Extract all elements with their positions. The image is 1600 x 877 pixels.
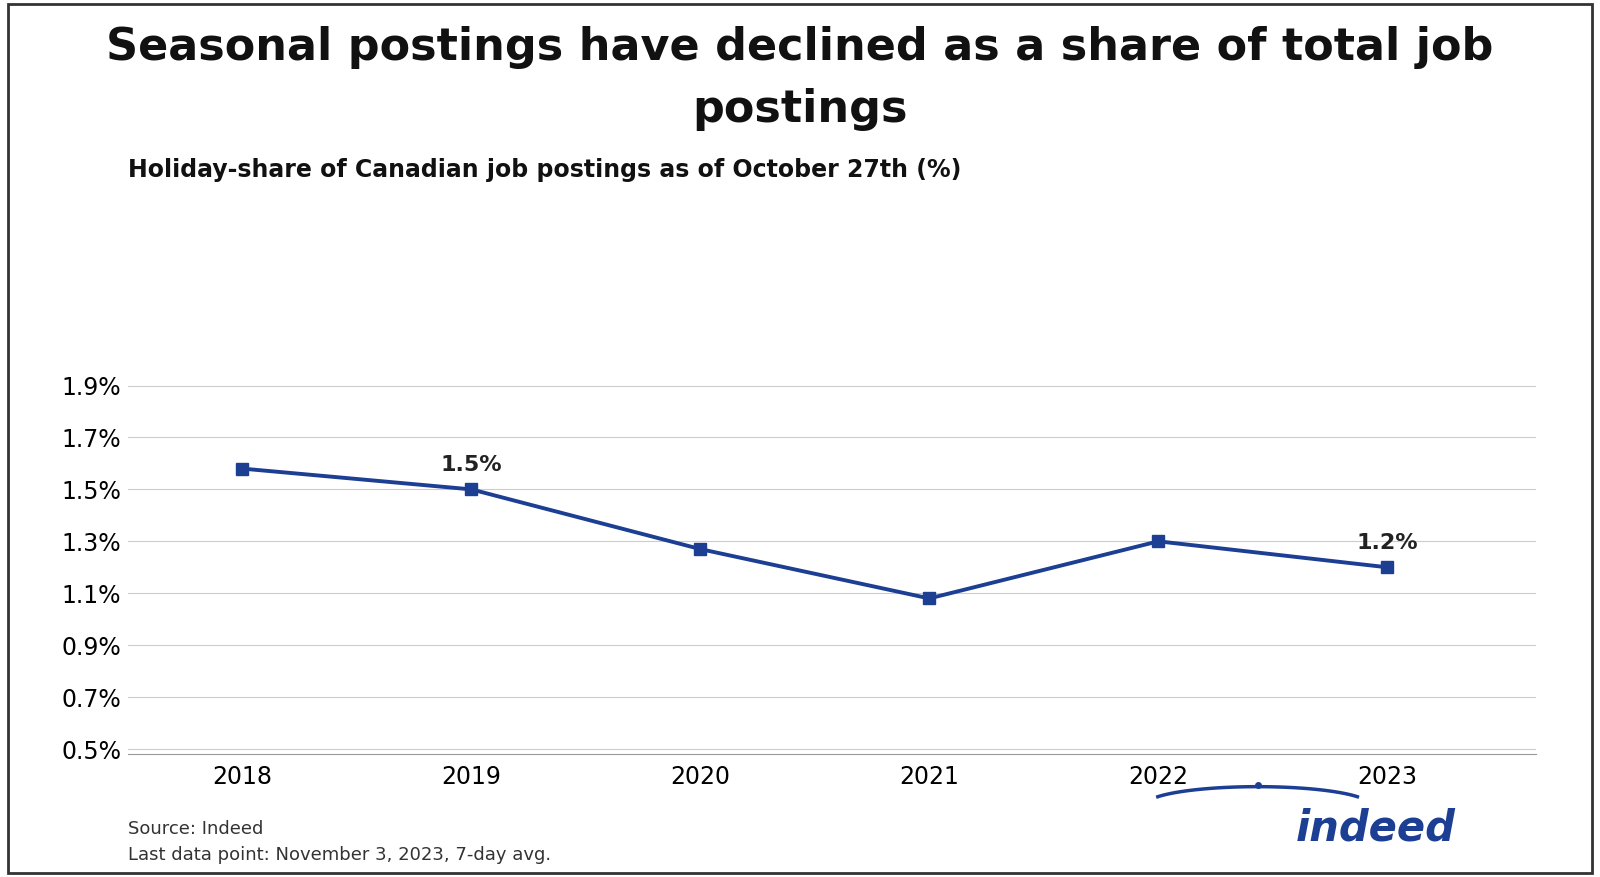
Text: Holiday-share of Canadian job postings as of October 27th (%): Holiday-share of Canadian job postings a…: [128, 158, 962, 182]
Text: postings: postings: [693, 88, 907, 131]
Text: indeed: indeed: [1296, 808, 1456, 850]
Text: Source: Indeed
Last data point: November 3, 2023, 7-day avg.: Source: Indeed Last data point: November…: [128, 820, 550, 865]
Text: 1.5%: 1.5%: [440, 455, 502, 475]
Text: Seasonal postings have declined as a share of total job: Seasonal postings have declined as a sha…: [106, 26, 1494, 69]
Text: 1.2%: 1.2%: [1357, 533, 1418, 553]
